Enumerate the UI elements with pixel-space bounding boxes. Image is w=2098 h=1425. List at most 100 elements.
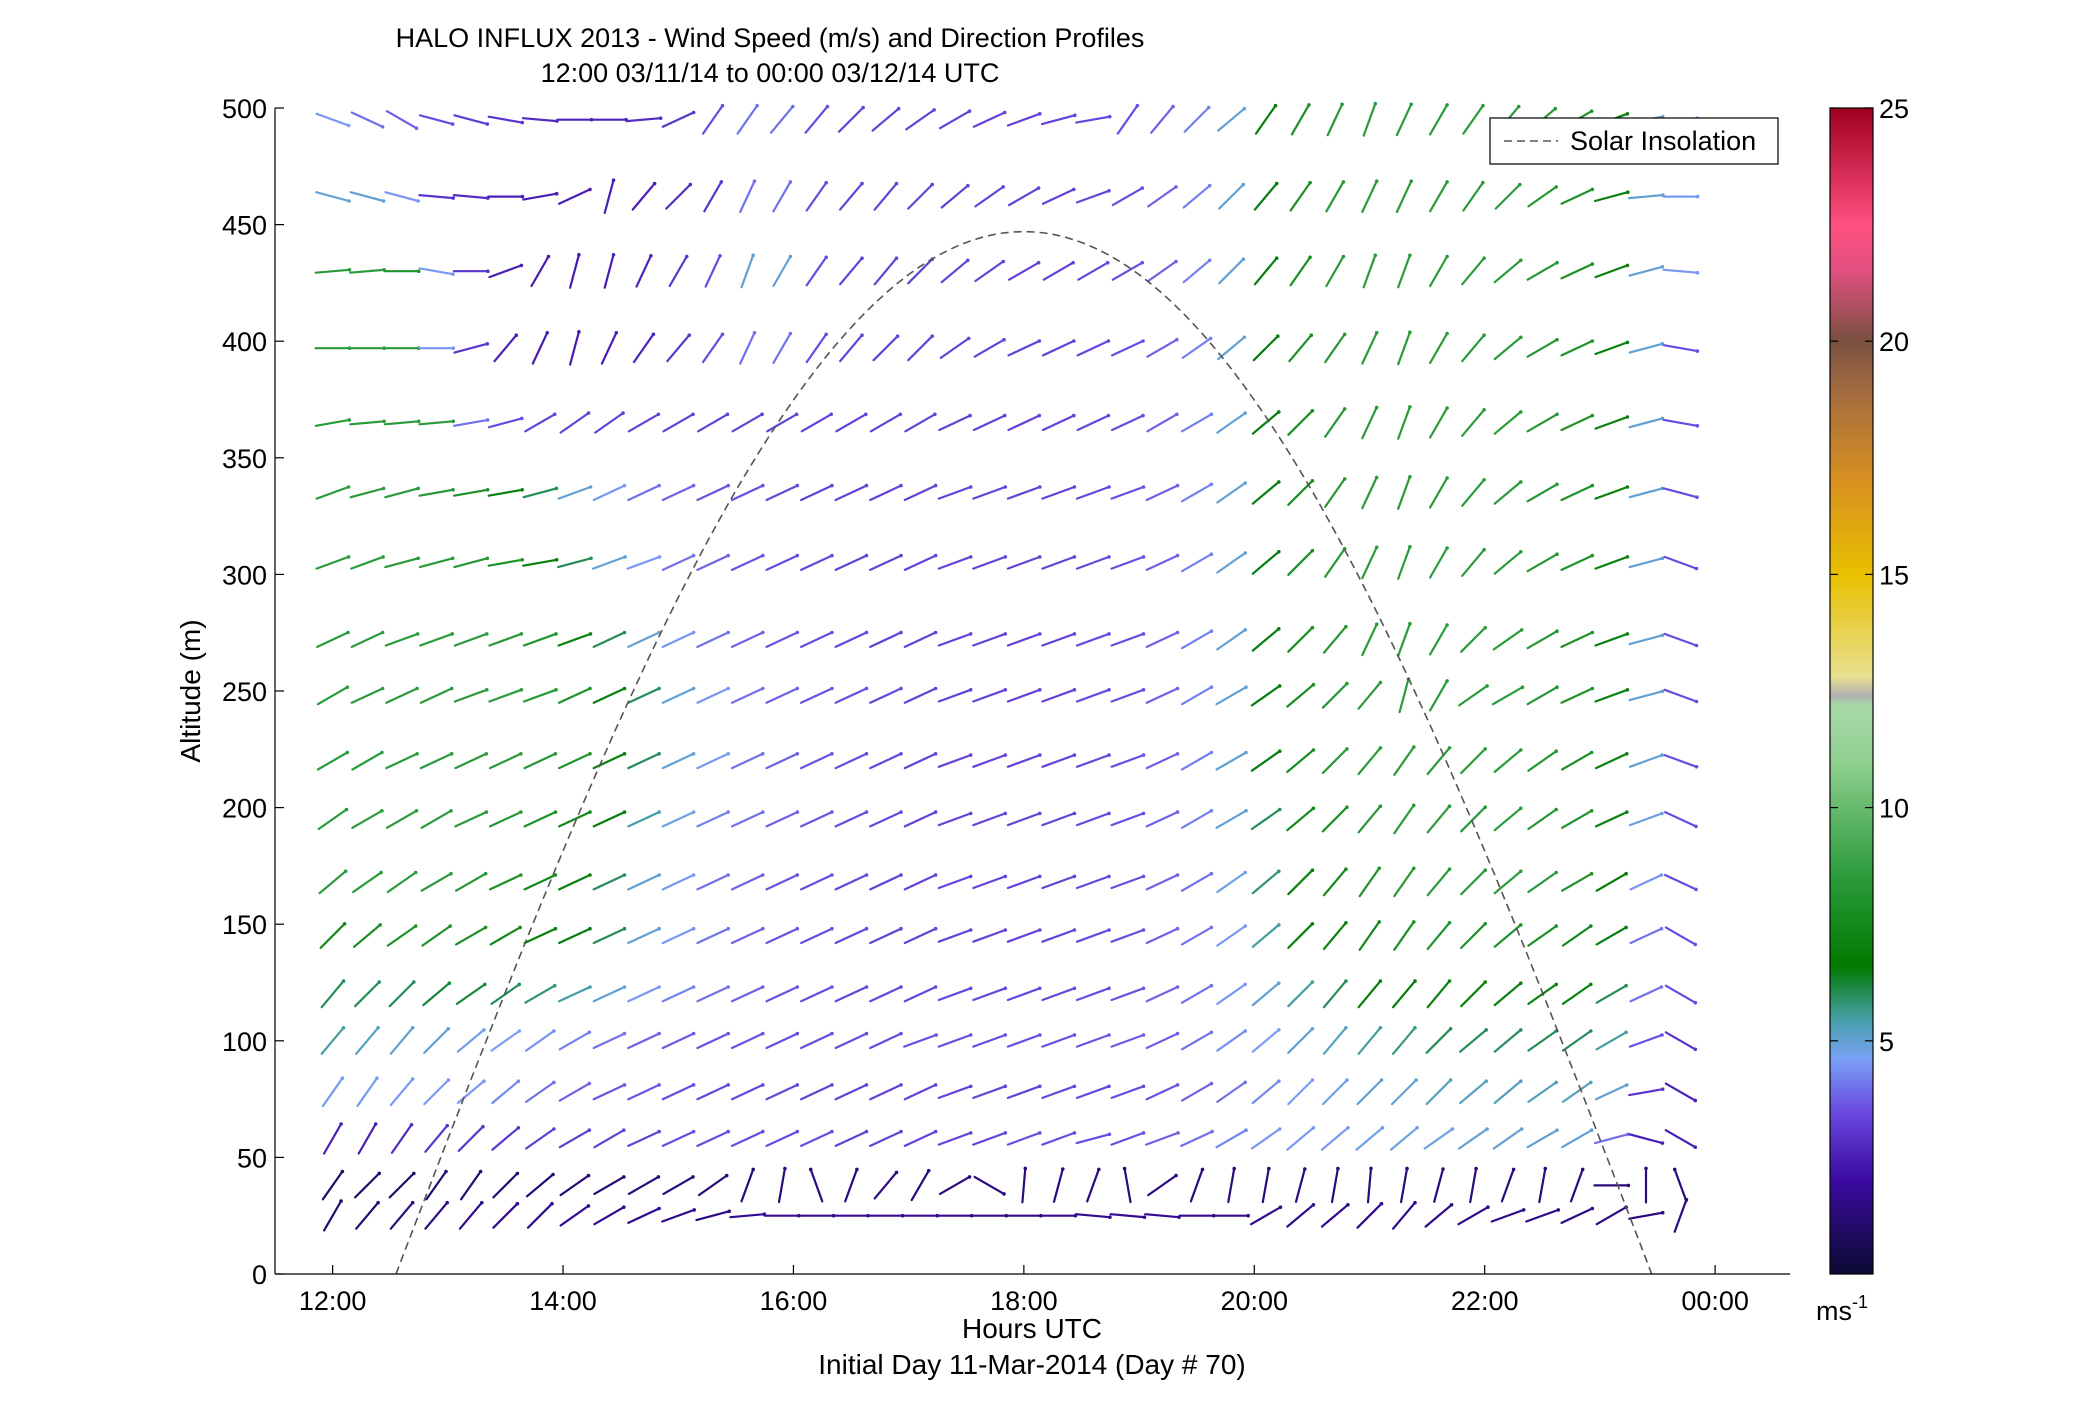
wind-barb-tip: [1482, 408, 1486, 412]
wind-barb: [385, 110, 418, 130]
wind-barb-tip: [1336, 1166, 1340, 1171]
y-tick-label: 100: [222, 1027, 267, 1057]
wind-barb: [1110, 875, 1145, 890]
wind-barb: [390, 1123, 413, 1154]
wind-barb: [1594, 555, 1629, 570]
wind-barb: [418, 557, 454, 569]
wind-barb-tip: [830, 1129, 834, 1134]
wind-barb-tip: [447, 981, 452, 985]
wind-barb-tip: [339, 1122, 343, 1126]
wind-barb-tip: [727, 1209, 731, 1214]
wind-barb: [799, 554, 834, 572]
wind-barb: [696, 1032, 730, 1050]
wind-barb: [972, 111, 1006, 128]
wind-barbs: [314, 101, 1700, 1233]
wind-barb-tip: [1554, 982, 1558, 987]
wind-barb: [703, 180, 723, 213]
wind-barb-tip: [933, 686, 938, 691]
wind-barb-tip: [1038, 811, 1042, 816]
wind-barb: [1461, 334, 1486, 363]
wind-barb: [1662, 418, 1699, 427]
wind-barb-tip: [1485, 684, 1489, 688]
wind-barb-tip: [726, 810, 730, 814]
wind-barb-tip: [864, 1083, 869, 1087]
wind-barb: [903, 687, 937, 704]
wind-barb-tip: [1243, 870, 1247, 875]
wind-barb-tip: [1511, 1167, 1516, 1172]
wind-barb-tip: [546, 254, 551, 259]
wind-barb-tip: [720, 103, 725, 108]
wind-barb: [1525, 1208, 1560, 1223]
wind-barb: [765, 810, 799, 828]
wind-barb-tip: [1311, 1126, 1316, 1130]
wind-barb-tip: [519, 632, 524, 636]
wind-barb-tip: [341, 979, 346, 983]
wind-barb-tip: [1519, 923, 1523, 927]
wind-barb: [627, 810, 661, 828]
wind-barb-tip: [657, 483, 661, 488]
wind-barb-tip: [1447, 804, 1452, 808]
wind-barb-tip: [1408, 253, 1412, 258]
wind-barb: [389, 1201, 414, 1230]
wind-barb-tip: [1554, 1080, 1558, 1085]
wind-barb-tip: [1038, 1033, 1042, 1037]
wind-barb-tip: [791, 104, 795, 109]
wind-barb: [1042, 261, 1075, 281]
wind-barb: [1664, 926, 1697, 946]
wind-barb: [1021, 1167, 1027, 1204]
wind-barb-tip: [416, 269, 421, 274]
y-tick-label: 500: [222, 94, 267, 124]
wind-barb: [1216, 628, 1247, 651]
wind-barb: [1663, 810, 1698, 828]
wind-barb-tip: [1107, 1084, 1111, 1089]
wind-barb: [1251, 1028, 1280, 1053]
wind-barb: [1355, 1126, 1384, 1151]
wind-barb-tip: [1589, 1128, 1594, 1132]
wind-barb: [523, 752, 557, 770]
wind-barb: [493, 334, 518, 363]
wind-barb: [455, 983, 486, 1006]
wind-barb-tip: [341, 1026, 346, 1030]
wind-barb-tip: [1694, 765, 1699, 769]
wind-barb-tip: [933, 926, 938, 931]
wind-barb: [1664, 1031, 1697, 1051]
wind-barb: [492, 1202, 519, 1229]
wind-barb: [1492, 1127, 1523, 1150]
wind-barb: [388, 1172, 415, 1199]
wind-barb: [1041, 987, 1076, 1002]
wind-barb: [1358, 920, 1381, 951]
wind-barb-tip: [795, 1031, 800, 1036]
wind-barb-tip: [1142, 1215, 1147, 1219]
wind-barb: [456, 1080, 485, 1105]
wind-barb-tip: [1277, 981, 1281, 985]
wind-barb-tip: [553, 926, 558, 931]
wind-barb-tip: [1660, 689, 1665, 694]
wind-barb: [522, 192, 558, 201]
wind-barb: [424, 1124, 449, 1153]
wind-barb: [1324, 477, 1346, 508]
wind-barb: [1286, 683, 1315, 708]
wind-barb: [453, 418, 489, 427]
wind-barb: [938, 110, 971, 130]
wind-barb: [1181, 337, 1212, 359]
wind-barb-tip: [1243, 411, 1247, 415]
wind-barb-tip: [1141, 1131, 1146, 1135]
wind-barb-tip: [1003, 986, 1008, 991]
wind-barb: [632, 333, 655, 364]
wind-barb-tip: [1660, 556, 1665, 561]
wind-barb-tip: [1346, 1126, 1350, 1130]
wind-barb: [1110, 414, 1145, 432]
wind-barb-tip: [1073, 113, 1077, 118]
wind-barb-tip: [1590, 413, 1595, 418]
wind-barb-tip: [380, 630, 385, 635]
wind-barb-tip: [933, 553, 938, 558]
x-tick-label: 18:00: [990, 1286, 1058, 1316]
wind-barb: [1560, 631, 1594, 649]
wind-barb: [972, 555, 1007, 570]
wind-barb-tip: [761, 810, 765, 814]
wind-barb: [487, 115, 524, 124]
wind-barb: [349, 487, 385, 499]
wind-barb: [701, 333, 724, 364]
wind-barb: [697, 1174, 728, 1197]
wind-barb-tip: [416, 199, 421, 203]
